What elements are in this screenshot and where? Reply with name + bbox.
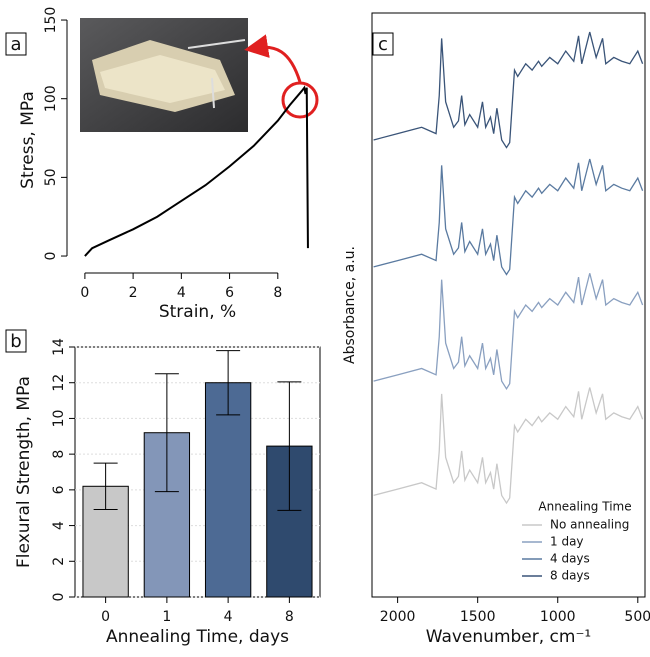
legend-label: 4 days [550,552,590,566]
x-axis-title: Strain, % [159,302,236,322]
legend-label: 8 days [550,569,590,583]
error-bar [216,350,241,416]
x-tick-label: 1 [162,609,171,625]
arrow [244,34,302,83]
y-tick-label: 0 [51,593,67,602]
panel-label: c [378,34,388,55]
legend-label: No annealing [550,518,629,532]
y-tick-label: 6 [51,485,67,494]
x-tick-label: 2000 [380,609,416,625]
y-tick-label: 50 [43,168,59,186]
y-tick-label: 4 [51,521,67,530]
panel-label: a [10,34,21,55]
data-line [373,273,644,391]
highlight-circle [281,81,319,119]
x-tick-label: 1000 [540,609,576,625]
y-tick-label: 10 [51,410,67,428]
plot-frame [371,12,646,598]
x-tick-label: 1500 [460,609,496,625]
x-tick-label: 2 [129,285,138,301]
inset-photo [80,18,248,132]
y-axis-title: Absorbance, a.u. [342,246,358,364]
y-tick-label: 2 [51,557,67,566]
y-tick-label: 100 [43,85,59,112]
y-tick-label: 12 [51,374,67,392]
x-tick-label: 8 [273,285,282,301]
data-line [373,31,644,149]
x-tick-label: 500 [624,609,650,625]
error-bar [154,373,179,493]
error-bar [277,381,302,511]
data-line [373,387,644,505]
x-tick-label: 6 [225,285,234,301]
plot-frame [74,346,321,598]
x-tick-label: 0 [101,609,110,625]
x-tick-label: 0 [80,285,89,301]
error-bar [93,462,118,510]
y-tick-label: 8 [51,450,67,459]
panel-label-box [5,32,27,56]
y-axis-title: Flexural Strength, MPa [14,376,34,568]
y-axis-title: Stress, MPa [18,91,38,189]
panel-label-box [372,32,394,56]
data-line [84,85,309,257]
x-axis-title: Wavenumber, cm⁻¹ [426,627,592,647]
x-tick-label: 4 [177,285,186,301]
panel-label-box [5,329,27,353]
x-tick-label: 4 [224,609,233,625]
legend-label: 1 day [550,535,584,549]
data-line [373,158,644,276]
x-axis-title: Annealing Time, days [106,627,289,647]
panel-label: b [10,331,21,352]
legend-title: Annealing Time [538,500,631,514]
y-tick-label: 150 [43,7,59,34]
y-tick-label: 0 [43,252,59,261]
y-tick-label: 14 [51,338,67,356]
x-tick-label: 8 [285,609,294,625]
